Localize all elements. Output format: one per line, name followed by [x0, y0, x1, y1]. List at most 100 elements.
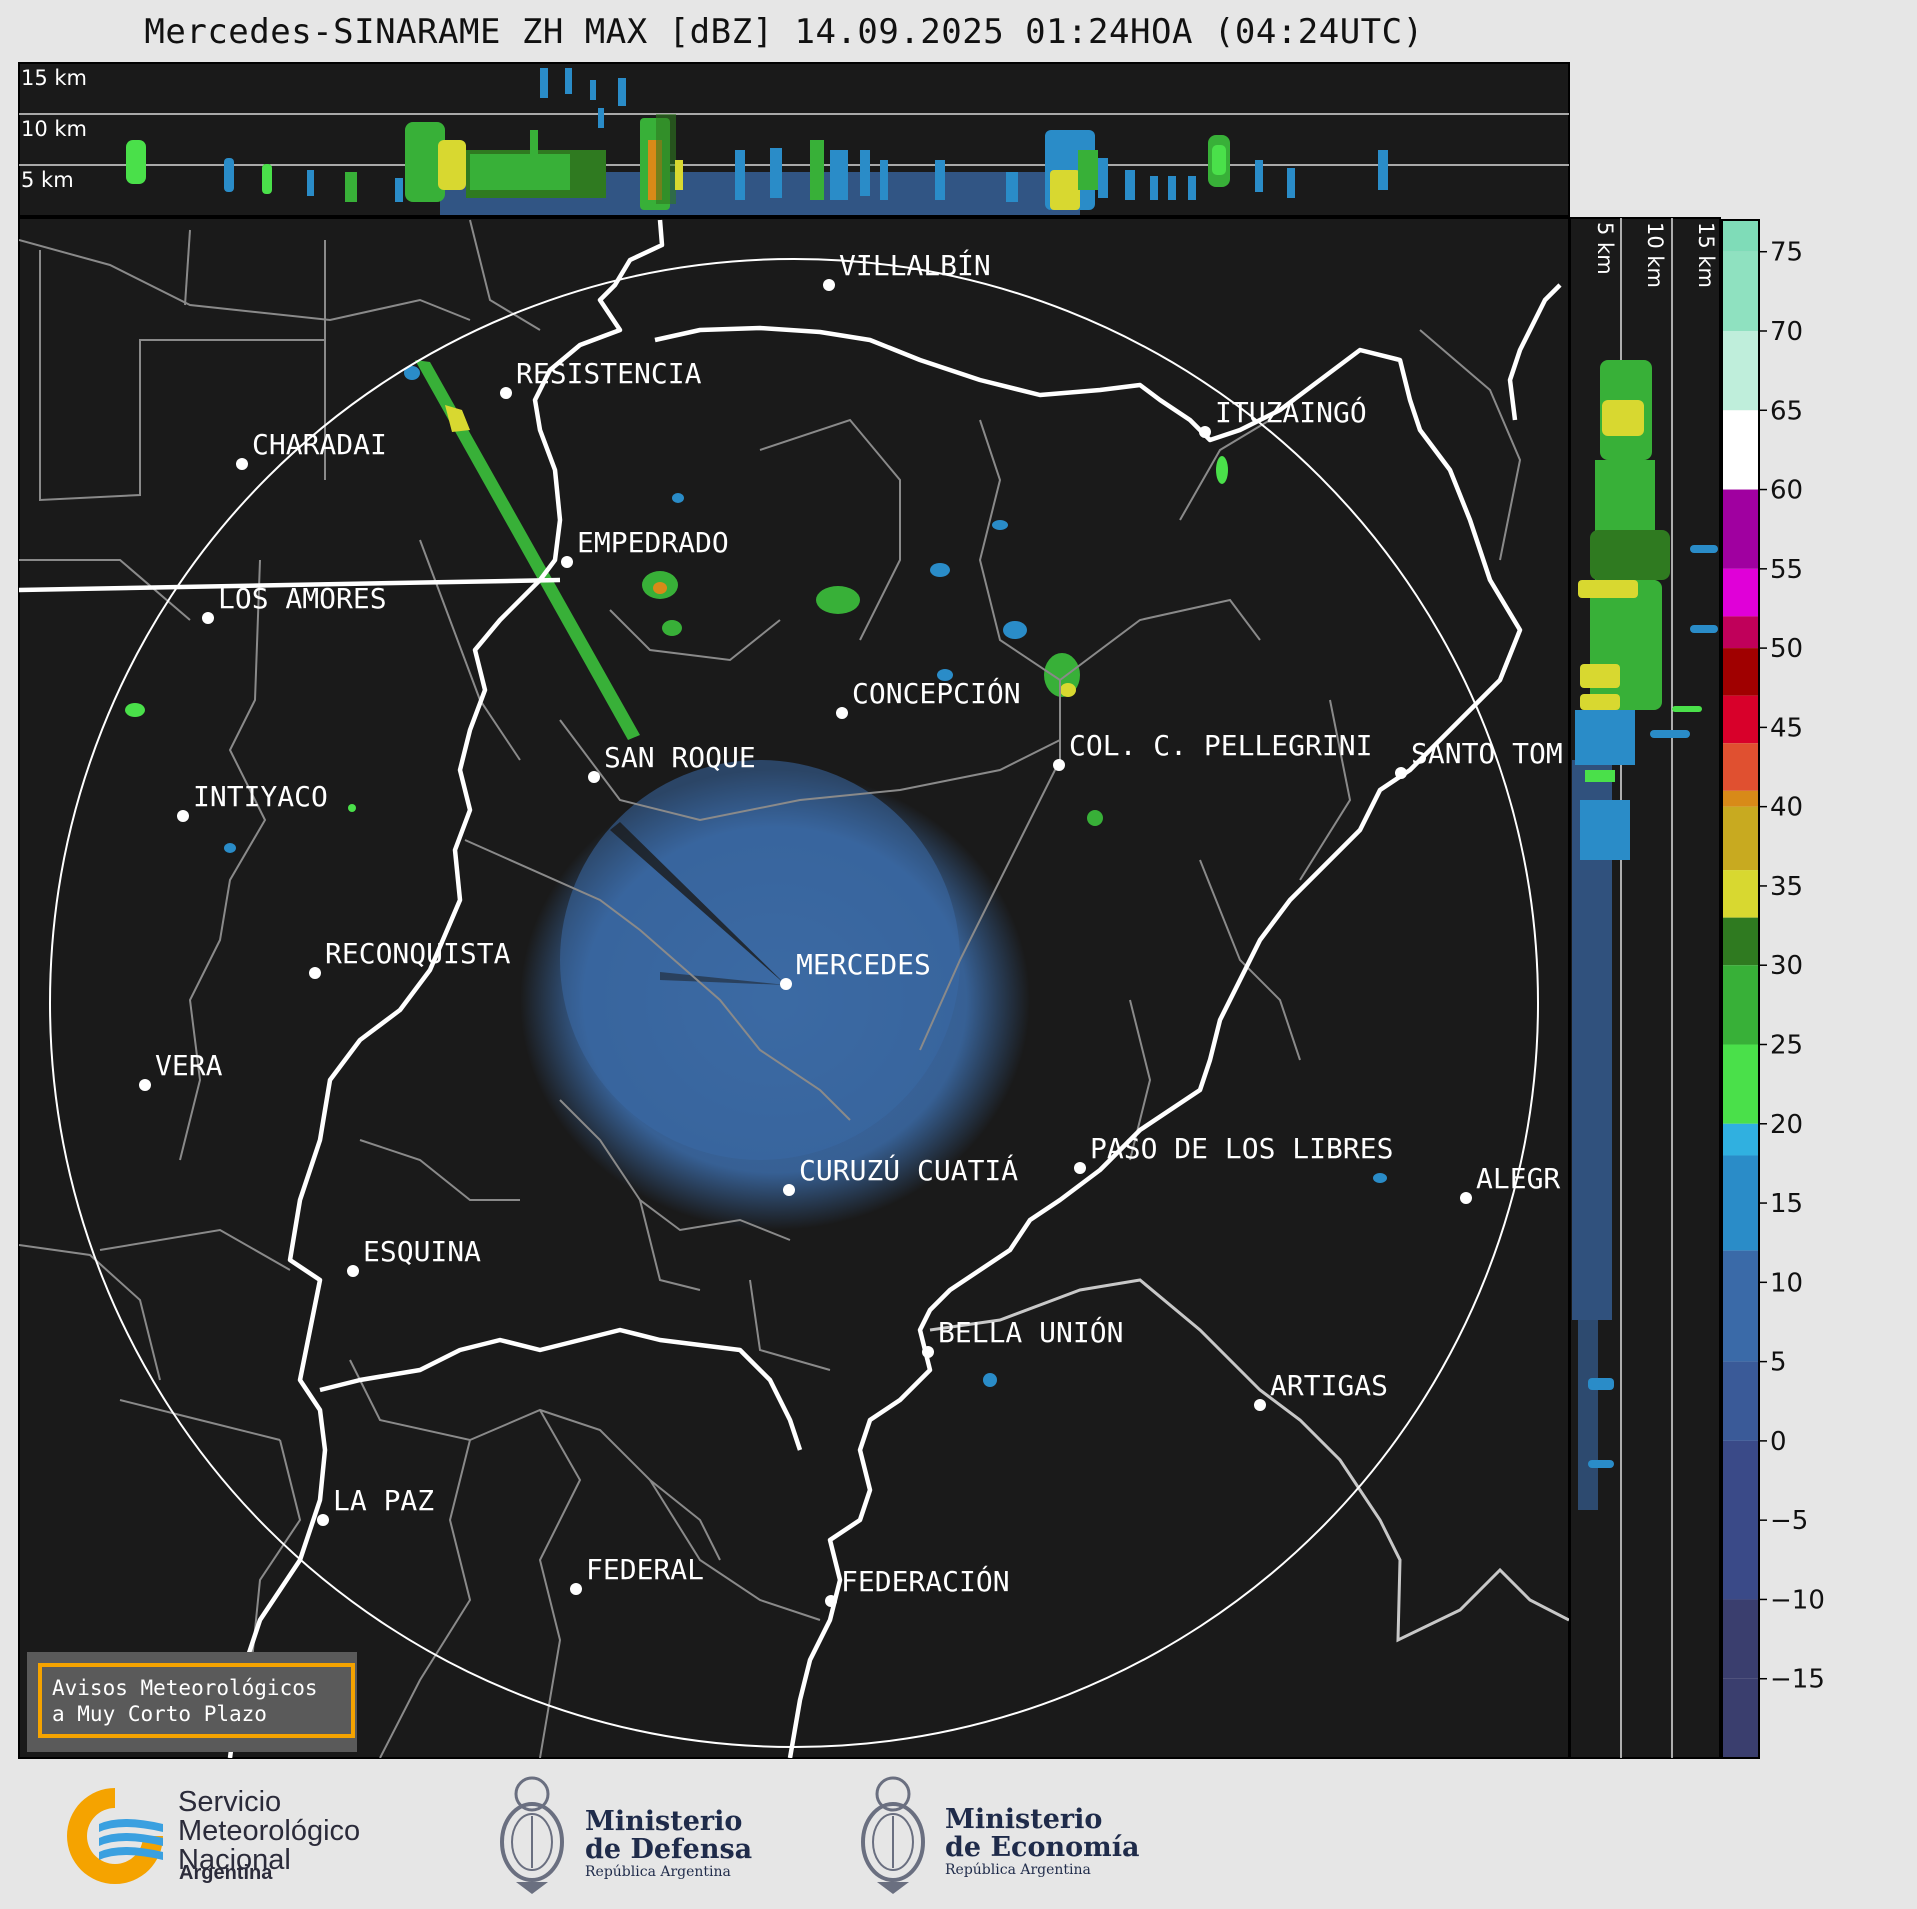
colorbar-swatch [1722, 743, 1759, 791]
city-label: EMPEDRADO [577, 526, 729, 559]
city-dot [1074, 1162, 1086, 1174]
city-dot [317, 1514, 329, 1526]
colorbar-tick-label: −10 [1770, 1585, 1825, 1615]
colorbar-swatch [1722, 695, 1759, 744]
right-panel-echoes [1572, 360, 1718, 1510]
smn-line-3: Nacional [178, 1844, 291, 1876]
colorbar-tick-label: 5 [1770, 1348, 1787, 1378]
colorbar-swatch [1722, 917, 1759, 966]
warning-line-2: a Muy Corto Plazo [52, 1701, 267, 1726]
colorbar-tick-label: 70 [1770, 317, 1803, 347]
city-dot [783, 1184, 795, 1196]
colorbar-swatch [1722, 1123, 1759, 1156]
colorbar-swatch [1722, 1599, 1759, 1679]
city-marker: CURUZÚ CUATIÁ [783, 1153, 1018, 1196]
city-label: LOS AMORES [218, 582, 387, 615]
defensa-line-1: Ministerio [585, 1806, 743, 1837]
colorbar-swatches [1722, 220, 1759, 1758]
colorbar-swatch [1722, 1361, 1759, 1441]
city-dot [309, 967, 321, 979]
colorbar-tick-label: 35 [1770, 872, 1803, 902]
city-marker: FEDERAL [570, 1553, 704, 1595]
warning-box[interactable]: Avisos Meteorológicos a Muy Corto Plazo [27, 1652, 357, 1752]
economia-line-2: de Economía [945, 1832, 1140, 1863]
city-label: VERA [155, 1049, 223, 1082]
city-label: VILLALBÍN [839, 248, 991, 282]
city-marker: ESQUINA [347, 1235, 481, 1277]
city-marker: ARTIGAS [1254, 1369, 1388, 1411]
vheight-label-15km: 15 km [1694, 222, 1718, 288]
colorbar-tick-label: −5 [1770, 1506, 1808, 1536]
city-label: FEDERAL [586, 1553, 704, 1586]
defensa-name: Ministerio de Defensa [585, 1808, 752, 1864]
rivers [19, 219, 1562, 1758]
city-dot [780, 978, 792, 990]
city-marker: BELLA UNIÓN [922, 1315, 1123, 1358]
colorbar-swatch [1722, 330, 1759, 411]
economia-line-1: Ministerio [945, 1804, 1103, 1835]
colorbar-swatch [1722, 870, 1759, 918]
city-marker: SANTO TOM [1395, 737, 1563, 779]
city-marker: LOS AMORES [202, 582, 387, 624]
smn-line-1: Servicio [178, 1786, 282, 1818]
city-label: LA PAZ [333, 1484, 434, 1517]
city-marker: RECONQUISTA [309, 937, 511, 979]
colorbar-tick-label: 25 [1770, 1030, 1803, 1060]
city-marker: ALEGR [1460, 1162, 1560, 1204]
city-label: CONCEPCIÓN [852, 676, 1021, 710]
city-dot [1254, 1399, 1266, 1411]
colorbar-swatch [1722, 251, 1759, 331]
city-layer: VILLALBÍN RESISTENCIA CHARADAI ITUZAINGÓ EMP… [139, 248, 1563, 1607]
colorbar-tick-label: 0 [1770, 1427, 1787, 1457]
city-dot [500, 387, 512, 399]
city-marker: CONCEPCIÓN [836, 676, 1021, 719]
city-label: CURUZÚ CUATIÁ [799, 1153, 1018, 1187]
colorbar-swatch [1722, 410, 1759, 490]
city-marker: INTIYACO [177, 780, 328, 822]
map-title: Mercedes-SINARAME ZH MAX [dBZ] 14.09.202… [144, 12, 1424, 52]
height-label-15km: 15 km [21, 66, 87, 90]
city-label: RECONQUISTA [325, 937, 511, 970]
city-dot [1395, 767, 1407, 779]
city-dot [1199, 426, 1211, 438]
colorbar-swatch [1722, 806, 1759, 871]
city-label: RESISTENCIA [516, 357, 702, 390]
city-marker: PASO DE LOS LIBRES [1074, 1132, 1393, 1174]
warning-line-1: Avisos Meteorológicos [52, 1675, 318, 1700]
colorbar-tick-label: 20 [1770, 1110, 1803, 1140]
colorbar-tick-label: −15 [1770, 1665, 1825, 1695]
colorbar-frame [1721, 219, 1760, 1759]
colorbar-tick-label: 50 [1770, 634, 1803, 664]
city-marker: MERCEDES [780, 948, 931, 990]
economia-emblem-icon [861, 1776, 925, 1894]
map-panel: VILLALBÍN RESISTENCIA CHARADAI ITUZAINGÓ EMP… [18, 217, 1570, 1759]
city-label: SANTO TOM [1411, 737, 1563, 770]
city-dot [202, 612, 214, 624]
colorbar-tick-label: 75 [1770, 238, 1803, 268]
city-dot [823, 279, 835, 291]
city-marker: COL. C. PELLEGRINI [1053, 729, 1372, 771]
colorbar-swatch [1722, 1044, 1759, 1124]
city-label: ALEGR [1476, 1162, 1560, 1195]
right-height-panel [1569, 217, 1721, 1759]
colorbar-tick-label: 15 [1770, 1189, 1803, 1219]
city-label: COL. C. PELLEGRINI [1069, 729, 1372, 762]
city-marker: SAN ROQUE [588, 741, 756, 783]
city-label: ARTIGAS [1270, 1369, 1388, 1402]
colorbar-tick-label: 60 [1770, 476, 1803, 506]
city-label: BELLA UNIÓN [938, 1315, 1123, 1349]
smn-logo-sub: Argentina [179, 1862, 273, 1884]
colorbar-tick-label: 40 [1770, 793, 1803, 823]
colorbar-swatch [1722, 1440, 1759, 1600]
top-height-panel [18, 62, 1570, 217]
smn-logo-text: Servicio Meteorológico Nacional [178, 1788, 360, 1875]
colorbar-swatch [1722, 489, 1759, 569]
colorbar-tick-label: 10 [1770, 1268, 1803, 1298]
vheight-label-10km: 10 km [1643, 222, 1667, 288]
city-marker: RESISTENCIA [500, 357, 702, 399]
defensa-emblem-icon [500, 1776, 564, 1894]
colorbar-swatch [1722, 790, 1759, 807]
